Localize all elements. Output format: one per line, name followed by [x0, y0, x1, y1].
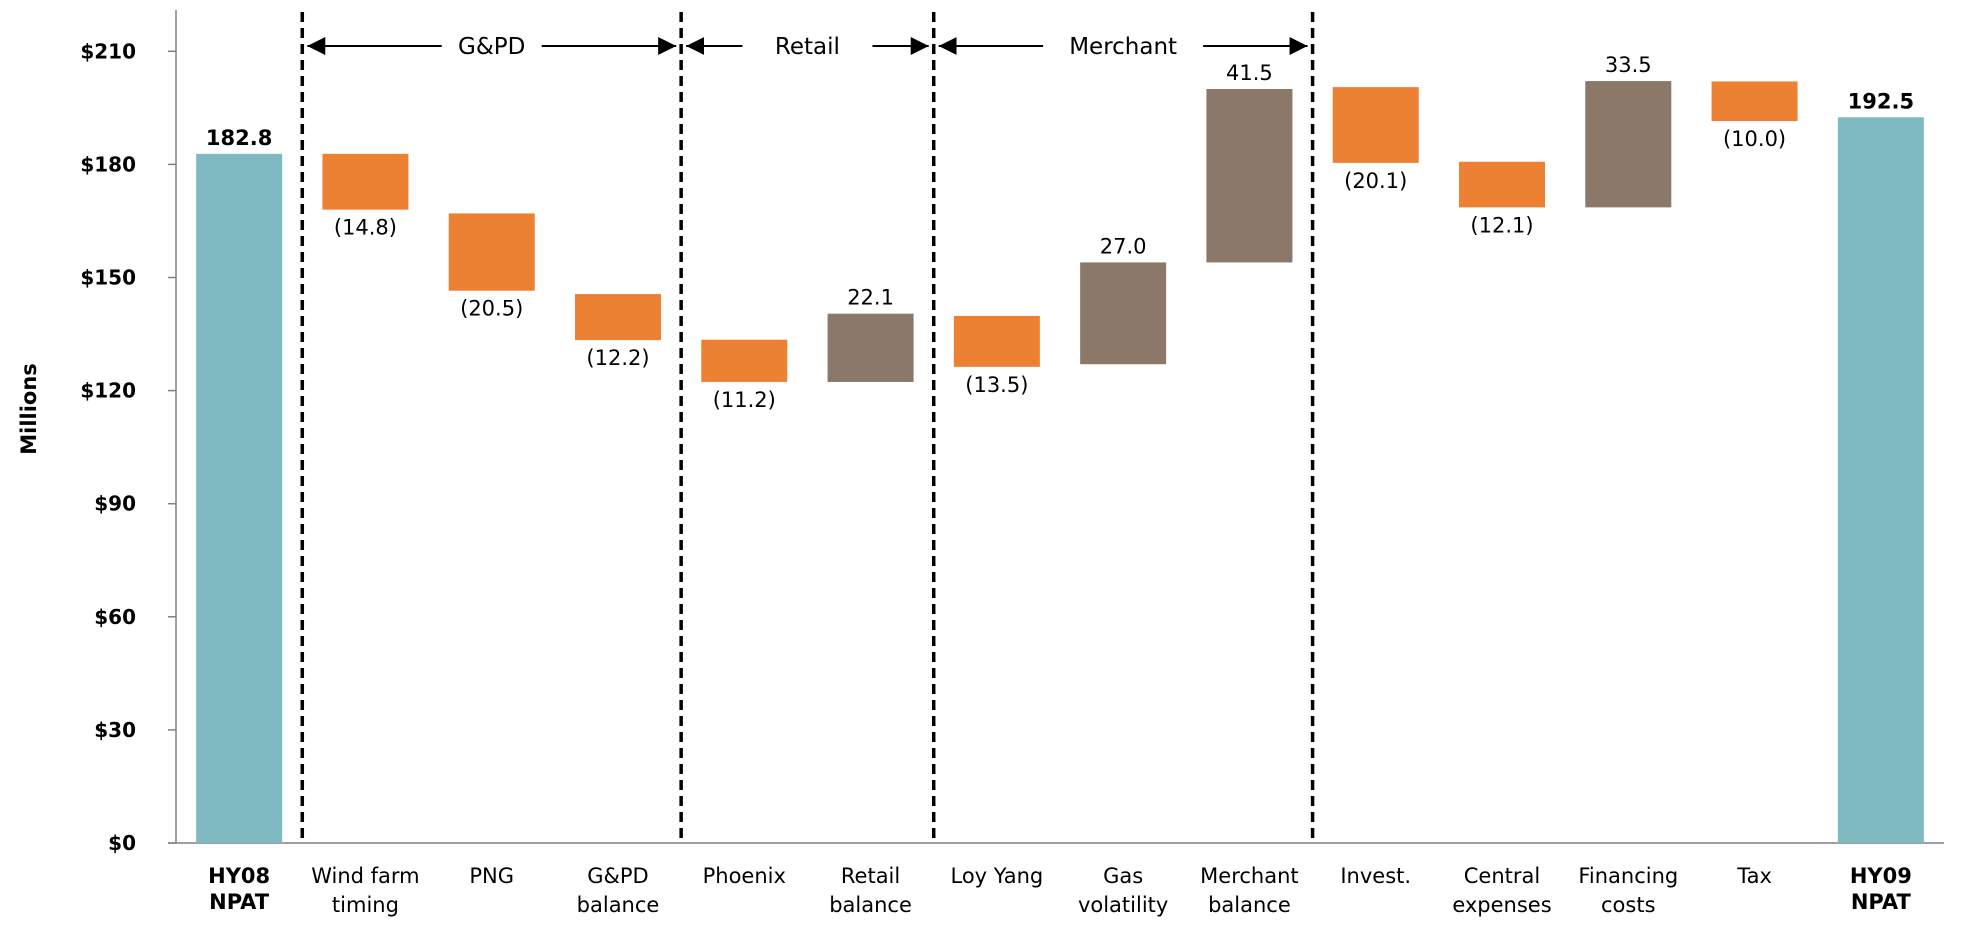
category-label-line: G&PD [587, 864, 648, 888]
category-label-invest: Invest. [1340, 864, 1411, 888]
data-label-financing-costs: 33.5 [1605, 53, 1652, 77]
group-header-g-pd: G&PD [458, 34, 525, 60]
category-label-line: HY08 [208, 864, 270, 888]
category-label-line: Central [1464, 864, 1540, 888]
category-label-png: PNG [469, 864, 514, 888]
category-label-financing-costs: Financing costs [1578, 864, 1678, 917]
y-axis-label: Millions [17, 363, 41, 455]
bar-gas-volatility [1080, 262, 1167, 365]
data-label-invest: (20.1) [1344, 169, 1407, 193]
category-label-line: Retail [841, 864, 900, 888]
bar-invest [1332, 87, 1419, 163]
category-label-hy08-npat: HY08 NPAT [208, 864, 270, 914]
group-dividers [300, 12, 1315, 843]
category-label-line: Phoenix [703, 864, 786, 888]
data-label-gas-volatility: 27.0 [1100, 234, 1147, 258]
category-label-line: NPAT [209, 890, 270, 914]
category-label-line: Merchant [1200, 864, 1298, 888]
group-headers: G&PD Retail Merchant [307, 34, 1308, 60]
bar-merchant-balance [1206, 89, 1293, 263]
bar-loy-yang [953, 315, 1040, 367]
y-tick-label: $120 [80, 379, 136, 403]
group-header-merchant: Merchant [1069, 34, 1177, 60]
bar-png [448, 213, 535, 291]
data-label-merchant-balance: 41.5 [1226, 61, 1273, 85]
category-label-g-pd-balance: G&PD balance [577, 864, 660, 917]
group-header-retail: Retail [775, 34, 840, 60]
category-label-loy-yang: Loy Yang [950, 864, 1043, 888]
y-tick-label: $150 [80, 266, 136, 290]
category-label-line: NPAT [1851, 890, 1912, 914]
bar-hy08-npat [196, 153, 283, 843]
data-label-png: (20.5) [460, 297, 523, 321]
category-label-line: HY09 [1850, 864, 1912, 888]
category-label-line: Wind farm [311, 864, 419, 888]
category-label-line: PNG [469, 864, 514, 888]
category-label-retail-balance: Retail balance [829, 864, 912, 917]
category-label-tax: Tax [1736, 864, 1772, 888]
bar-tax [1711, 81, 1798, 122]
y-tick-label: $210 [80, 39, 136, 63]
y-tick-label: $180 [80, 152, 136, 176]
category-label-line: volatility [1078, 893, 1168, 917]
bar-central-expenses [1459, 161, 1545, 208]
bar-retail-balance [827, 313, 914, 382]
category-label-line: expenses [1452, 893, 1551, 917]
data-labels: 182.8 (14.8) (20.5) (12.2) (11.2) 22.1 (13.5) 2… [206, 53, 1914, 412]
category-label-line: balance [829, 893, 912, 917]
bar-hy09-npat [1837, 117, 1924, 843]
data-label-loy-yang: (13.5) [965, 373, 1028, 397]
category-label-hy09-npat: HY09 NPAT [1850, 864, 1912, 914]
category-label-central-expenses: Central expenses [1452, 864, 1551, 917]
category-label-line: Tax [1736, 864, 1772, 888]
category-label-line: timing [332, 893, 399, 917]
data-label-hy09-npat: 192.5 [1848, 89, 1914, 113]
category-label-merchant-balance: Merchant balance [1200, 864, 1298, 917]
category-label-wind-farm-timing: Wind farm timing [311, 864, 419, 917]
category-label-line: costs [1601, 893, 1656, 917]
category-label-line: balance [1208, 893, 1291, 917]
axes: $0 $30 $60 $90 $120 $150 $180 $210 Millions [17, 10, 1944, 855]
category-label-line: Financing [1578, 864, 1678, 888]
bar-wind-farm-timing [322, 153, 409, 210]
category-label-line: Loy Yang [950, 864, 1043, 888]
category-label-gas-volatility: Gas volatility [1078, 864, 1168, 917]
category-label-line: Gas [1103, 864, 1143, 888]
data-label-central-expenses: (12.1) [1470, 213, 1533, 237]
category-label-phoenix: Phoenix [703, 864, 786, 888]
bar-financing-costs [1585, 81, 1672, 208]
data-label-retail-balance: 22.1 [847, 286, 894, 310]
y-tick-label: $30 [94, 718, 136, 742]
y-tick-label: $0 [108, 831, 136, 855]
category-label-line: Invest. [1340, 864, 1411, 888]
bars [196, 81, 1924, 843]
y-tick-label: $90 [94, 492, 136, 516]
bar-g-pd-balance [575, 294, 661, 341]
y-tick-label: $60 [94, 605, 136, 629]
data-label-wind-farm-timing: (14.8) [334, 216, 397, 240]
data-label-tax: (10.0) [1723, 127, 1786, 151]
data-label-g-pd-balance: (12.2) [586, 346, 649, 370]
bar-phoenix [701, 339, 788, 382]
data-label-hy08-npat: 182.8 [206, 126, 272, 150]
category-label-line: balance [577, 893, 660, 917]
data-label-phoenix: (11.2) [713, 388, 776, 412]
